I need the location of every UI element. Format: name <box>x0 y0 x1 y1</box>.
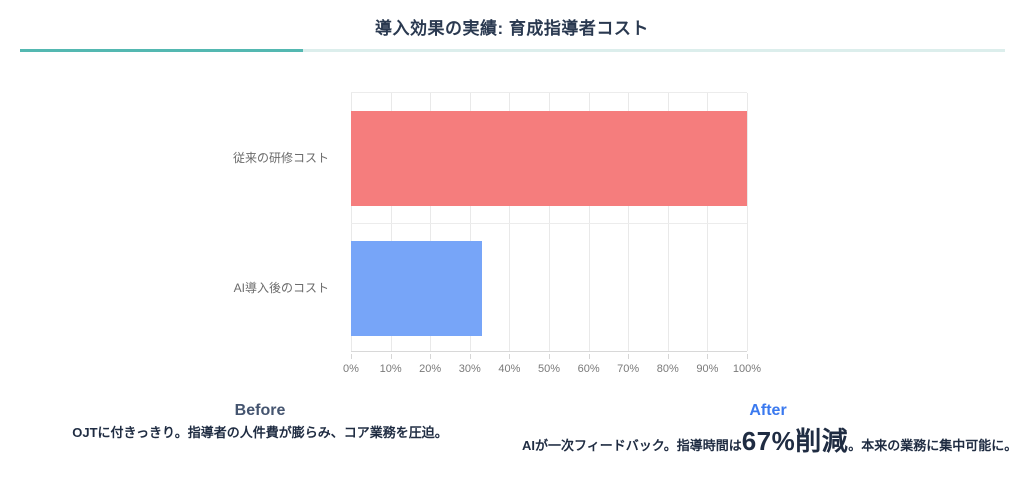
axis-tick <box>707 354 709 359</box>
x-tick-label: 90% <box>696 363 719 375</box>
divider-accent-segment <box>20 49 303 52</box>
gridline <box>588 93 590 351</box>
after-description-prefix: AIが一次フィードバック。指導時間は <box>522 438 742 453</box>
gridline <box>509 93 511 351</box>
page-title: 導入効果の実績: 育成指導者コスト <box>375 19 649 38</box>
axis-tick <box>549 354 550 359</box>
chart-plot-area <box>351 92 748 352</box>
x-tick-label: 20% <box>419 363 442 375</box>
category-label: AI導入後のコスト <box>233 280 329 295</box>
before-heading: Before <box>234 402 286 419</box>
x-tick-label: 80% <box>656 363 679 375</box>
gridline <box>707 93 709 351</box>
axis-tick <box>430 354 432 359</box>
before-description: OJTに付きっきり。指導者の人件費が膨らみ、コア業務を圧迫。 <box>72 425 448 440</box>
gridline <box>351 93 352 351</box>
axis-tick <box>667 354 669 359</box>
axis-tick <box>351 354 352 359</box>
x-tick-label: 0% <box>343 363 359 375</box>
gridline <box>469 93 471 351</box>
x-tick-label: 30% <box>458 363 481 375</box>
gridline <box>430 93 432 351</box>
axis-tick <box>628 354 630 359</box>
x-tick-label: 40% <box>498 363 521 375</box>
divider-rest-segment <box>303 49 1005 52</box>
after-description: AIが一次フィードバック。指導時間は67%削減。本来の業務に集中可能に。 <box>522 425 1018 458</box>
category-label: 従来の研修コスト <box>232 150 329 165</box>
bar-after-cost <box>351 240 482 336</box>
axis-tick <box>747 354 748 359</box>
gridline <box>390 93 392 351</box>
title-divider <box>20 49 1005 52</box>
gridline <box>747 93 748 351</box>
after-heading: After <box>749 402 787 419</box>
x-tick-label: 50% <box>537 363 561 375</box>
chart-x-axis: 0% 10% 20% 30% 40% 50% 60% 70% 80% 90% 100% <box>343 354 761 382</box>
gridline <box>549 93 550 351</box>
after-description-suffix: 。本来の業務に集中可能に。 <box>848 438 1018 453</box>
bar-before-cost <box>351 110 747 206</box>
after-note: After AIが一次フィードバック。指導時間は67%削減。本来の業務に集中可能… <box>522 402 1018 458</box>
gridline <box>351 223 747 224</box>
axis-tick <box>588 354 590 359</box>
before-note: Before OJTに付きっきり。指導者の人件費が膨らみ、コア業務を圧迫。 <box>30 402 490 441</box>
axis-tick <box>469 354 471 359</box>
gridline <box>628 93 630 351</box>
after-highlight: 67%削減 <box>741 426 849 456</box>
x-tick-label: 70% <box>617 363 640 375</box>
x-tick-label: 60% <box>577 363 600 375</box>
axis-tick <box>390 354 392 359</box>
chart-category-labels: 従来の研修コスト AI導入後のコスト <box>0 92 340 352</box>
gridline <box>667 93 669 351</box>
axis-tick <box>509 354 511 359</box>
x-tick-label: 100% <box>732 363 762 375</box>
x-tick-label: 10% <box>379 363 402 375</box>
